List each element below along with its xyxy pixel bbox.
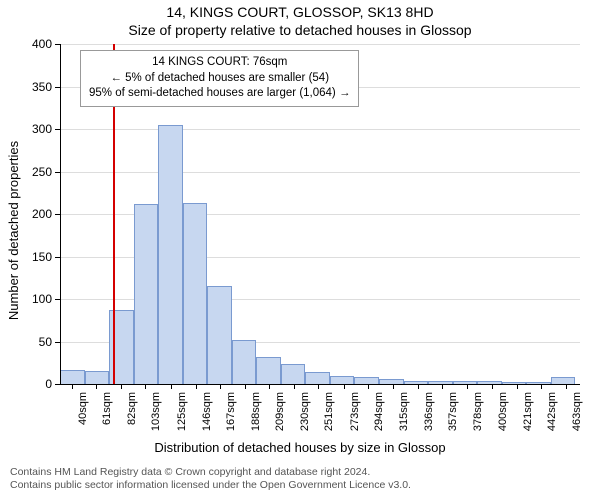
y-tick-label: 350 (20, 80, 52, 94)
x-axis-line (60, 384, 580, 385)
chart-container: 14, KINGS COURT, GLOSSOP, SK13 8HD Size … (0, 0, 600, 500)
y-tick-label: 50 (20, 335, 52, 349)
legend-line: ← 5% of detached houses are smaller (54) (89, 71, 350, 87)
histogram-bar (134, 204, 159, 384)
histogram-bar (305, 372, 330, 384)
gridline (60, 172, 580, 173)
histogram-bar (183, 203, 208, 384)
page-title-line1: 14, KINGS COURT, GLOSSOP, SK13 8HD (0, 4, 600, 20)
y-tick-label: 250 (20, 165, 52, 179)
histogram-bar (551, 377, 576, 384)
y-tick-label: 200 (20, 207, 52, 221)
y-tick-label: 300 (20, 122, 52, 136)
histogram-bar (207, 286, 232, 384)
gridline (60, 129, 580, 130)
histogram-bar (256, 357, 281, 384)
y-tick-label: 0 (20, 377, 52, 391)
footer-attribution: Contains HM Land Registry data © Crown c… (10, 466, 411, 492)
footer-line1: Contains HM Land Registry data © Crown c… (10, 466, 411, 479)
legend-line: 95% of semi-detached houses are larger (… (89, 86, 350, 102)
footer-line2: Contains public sector information licen… (10, 479, 411, 492)
y-axis-line (60, 44, 61, 384)
plot-area: 05010015020025030035040040sqm61sqm82sqm1… (60, 44, 580, 384)
legend-box: 14 KINGS COURT: 76sqm← 5% of detached ho… (80, 50, 359, 107)
histogram-bar (354, 377, 379, 384)
page-title-line2: Size of property relative to detached ho… (0, 22, 600, 38)
histogram-bar (281, 364, 306, 384)
y-tick-label: 400 (20, 37, 52, 51)
x-axis-label: Distribution of detached houses by size … (0, 440, 600, 455)
y-axis-label-wrap: Number of detached properties (6, 0, 22, 460)
histogram-bar (85, 371, 110, 384)
gridline (60, 44, 580, 45)
histogram-bar (158, 125, 183, 384)
y-tick-label: 150 (20, 250, 52, 264)
histogram-bar (330, 376, 355, 385)
legend-line: 14 KINGS COURT: 76sqm (89, 55, 350, 71)
y-tick-label: 100 (20, 292, 52, 306)
histogram-bar (232, 340, 257, 384)
histogram-bar (60, 370, 85, 384)
